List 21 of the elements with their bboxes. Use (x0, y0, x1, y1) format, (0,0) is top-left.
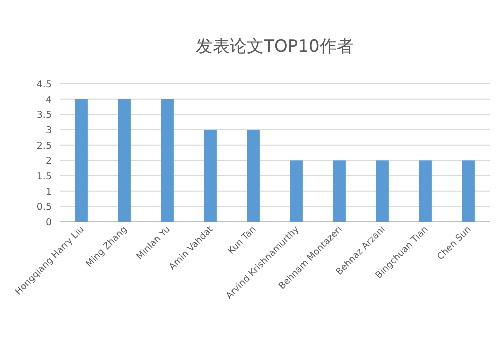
bar (376, 160, 389, 222)
bar (333, 160, 346, 222)
bar (462, 160, 475, 222)
y-tick-label: 2.5 (36, 140, 52, 152)
bar (204, 130, 217, 222)
bar (290, 160, 303, 222)
bar (247, 130, 260, 222)
y-tick-label: 3 (46, 126, 52, 136)
bar (75, 99, 88, 222)
y-tick-label: 0.5 (36, 202, 52, 214)
bar (161, 99, 174, 222)
bar (118, 99, 131, 222)
y-tick-label: 4 (46, 94, 52, 106)
y-tick-label: 3.5 (36, 110, 52, 122)
y-tick-label: 2 (46, 156, 52, 168)
y-tick-label: 1 (46, 186, 52, 198)
chart-title: 发表论文TOP10作者 (196, 37, 354, 57)
bar (419, 160, 432, 222)
y-tick-label: 1.5 (36, 172, 52, 182)
y-tick-label: 0 (46, 218, 52, 228)
y-tick-label: 4.5 (36, 80, 52, 90)
